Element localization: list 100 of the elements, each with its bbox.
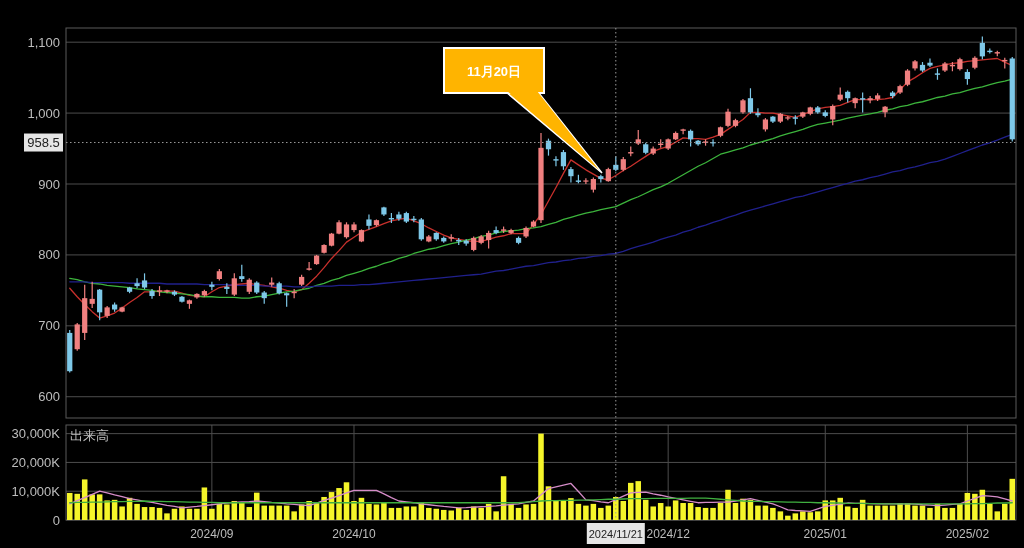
bar xyxy=(575,503,582,520)
bar xyxy=(373,504,380,520)
bar xyxy=(388,507,395,520)
y-tick-label: 30,000K xyxy=(11,426,61,442)
candlestick xyxy=(553,155,559,167)
bar xyxy=(89,494,95,520)
bar xyxy=(515,507,522,520)
bar xyxy=(493,511,499,520)
candlestick xyxy=(979,35,985,60)
bar xyxy=(665,506,671,520)
candlestick xyxy=(747,87,754,115)
bar xyxy=(396,507,402,520)
x-tick-label: 2024/10 xyxy=(332,527,376,541)
bar xyxy=(695,507,701,520)
bar xyxy=(710,507,716,520)
x-tick-label: 2024/11/21 xyxy=(588,528,643,540)
bar xyxy=(104,500,110,520)
y-axis-title: 出来高 xyxy=(70,428,109,443)
bar xyxy=(590,503,597,520)
bar xyxy=(583,505,589,520)
bar xyxy=(770,507,776,520)
y-tick-label: 1,100 xyxy=(27,34,60,50)
candlestick xyxy=(89,281,95,309)
bar xyxy=(598,507,604,520)
candlestick xyxy=(568,166,574,184)
candlestick xyxy=(860,91,866,113)
line-series xyxy=(69,78,1013,299)
y-tick-label: 10,000K xyxy=(11,483,61,499)
line-series xyxy=(69,482,1013,513)
bar xyxy=(164,513,170,520)
bar xyxy=(239,503,245,520)
candlestick xyxy=(97,288,103,321)
bar xyxy=(478,507,484,520)
x-tick-label: 2025/01 xyxy=(803,527,848,541)
bar xyxy=(882,505,888,520)
y-tick-label: 1,000 xyxy=(27,105,60,121)
bar xyxy=(194,508,200,520)
bar xyxy=(351,501,357,520)
y-tick-label: 600 xyxy=(38,389,60,405)
candlestick xyxy=(134,277,140,289)
bar xyxy=(291,511,297,520)
bar xyxy=(717,503,724,520)
bar xyxy=(942,507,948,520)
bar xyxy=(807,512,814,520)
bar xyxy=(785,515,791,520)
bar xyxy=(672,500,679,520)
bar xyxy=(620,501,627,520)
bar xyxy=(209,508,215,520)
bar xyxy=(568,498,574,520)
bar xyxy=(994,511,1001,520)
bar xyxy=(560,501,567,520)
bar xyxy=(276,505,282,520)
bar xyxy=(702,507,709,520)
bar xyxy=(523,504,529,520)
bar xyxy=(732,503,739,520)
bar xyxy=(224,504,230,520)
line-series xyxy=(69,57,1013,319)
bar xyxy=(800,511,806,520)
candlestick xyxy=(560,149,567,171)
bar xyxy=(867,505,873,520)
bar xyxy=(650,506,656,520)
bar xyxy=(179,506,185,520)
bar xyxy=(949,507,956,520)
bar xyxy=(538,433,544,520)
bar xyxy=(156,507,163,520)
bar xyxy=(777,511,784,520)
candlestick xyxy=(830,103,836,126)
bar xyxy=(927,507,933,520)
x-tick-label: 2024/09 xyxy=(190,527,234,541)
bar xyxy=(755,505,761,520)
candlestick xyxy=(418,217,424,242)
bar xyxy=(852,507,858,520)
y-tick-label: 0 xyxy=(52,512,60,528)
bar xyxy=(957,503,963,520)
bar xyxy=(381,502,387,520)
bar xyxy=(844,506,851,520)
bar xyxy=(792,513,799,520)
bar xyxy=(657,503,664,520)
bar xyxy=(680,503,686,520)
bar xyxy=(246,507,253,520)
bar xyxy=(987,503,993,520)
bar xyxy=(508,503,514,520)
y-tick-label: 20,000K xyxy=(11,454,61,470)
candlestick xyxy=(231,272,237,297)
bar xyxy=(336,488,342,520)
bar xyxy=(553,501,559,520)
bar xyxy=(119,506,125,520)
ref-line-label: 958.5 xyxy=(27,135,60,151)
bar xyxy=(321,496,327,520)
bar xyxy=(403,506,410,520)
bar xyxy=(530,503,537,520)
bar xyxy=(687,503,694,520)
candlestick xyxy=(306,261,312,272)
bar xyxy=(912,505,918,520)
bar xyxy=(366,503,372,520)
x-tick-label: 2024/12 xyxy=(646,527,691,541)
candlestick xyxy=(583,177,589,185)
y-tick-label: 700 xyxy=(38,318,60,334)
y-tick-label: 800 xyxy=(38,247,60,263)
x-tick-label: 2025/02 xyxy=(945,527,990,541)
